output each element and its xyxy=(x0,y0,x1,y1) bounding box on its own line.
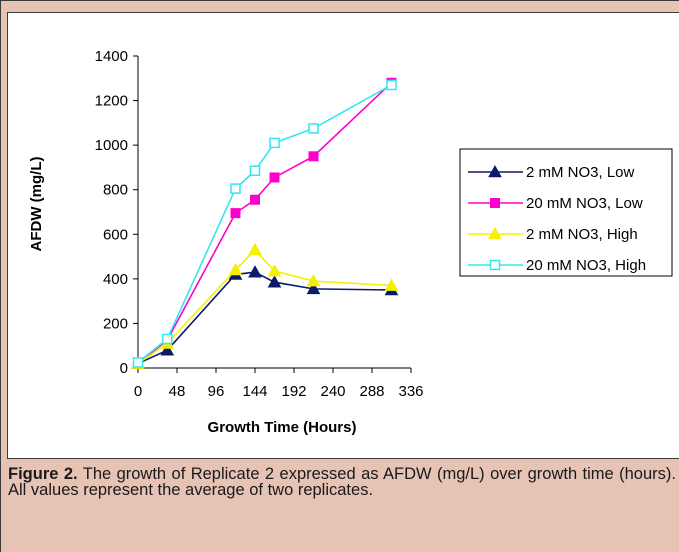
data-point xyxy=(267,264,282,277)
data-point xyxy=(308,151,319,162)
x-tick-label: 48 xyxy=(169,383,186,400)
x-tick-label: 336 xyxy=(398,383,423,400)
legend-entry: 2 mM NO3, Low xyxy=(468,164,635,181)
data-point xyxy=(308,123,319,134)
x-tick-label: 0 xyxy=(134,383,142,400)
legend-marker xyxy=(489,259,501,271)
legend-marker xyxy=(488,226,502,240)
data-point xyxy=(306,274,321,287)
series-3 xyxy=(131,242,399,369)
legend-label: 20 mM NO3, Low xyxy=(526,195,643,212)
legend-items: 2 mM NO3, Low 20 mM NO3, Low 2 mM NO3, Hig… xyxy=(468,164,646,274)
figure-caption: Figure 2. The growth of Replicate 2 expr… xyxy=(8,465,676,499)
y-axis-title: AFDW (mg/L) xyxy=(28,157,45,252)
x-tick-label: 288 xyxy=(359,383,384,400)
x-tick-label: 144 xyxy=(242,383,267,400)
legend-marker xyxy=(488,164,502,178)
data-point xyxy=(250,194,260,205)
series-line xyxy=(137,84,392,364)
chart-area: 0 200 400 600 800 1000 1200 1400 0 48 96 144 192 240 2… xyxy=(7,12,679,459)
data-point xyxy=(386,79,397,91)
series-line xyxy=(137,248,392,365)
y-tick-label: 200 xyxy=(103,315,128,332)
tick-labels: 0 200 400 600 800 1000 1200 1400 0 48 96 144 192 240 2… xyxy=(95,48,424,400)
data-point xyxy=(384,278,399,291)
y-tick-label: 1000 xyxy=(95,137,128,154)
data-point xyxy=(306,281,321,295)
y-tick-label: 600 xyxy=(103,226,128,243)
legend: 2 mM NO3, Low 20 mM NO3, Low 2 mM NO3, Hig… xyxy=(459,148,673,277)
axes xyxy=(133,55,412,373)
series-layer xyxy=(131,77,399,369)
legend-label: 2 mM NO3, Low xyxy=(526,164,635,181)
y-tick-label: 800 xyxy=(103,182,128,199)
y-tick-label: 1200 xyxy=(95,93,128,110)
legend-label: 2 mM NO3, High xyxy=(526,226,638,243)
data-point xyxy=(230,183,241,194)
data-point xyxy=(230,208,241,219)
x-tick-label: 240 xyxy=(320,383,345,400)
y-tick-label: 1400 xyxy=(95,48,128,65)
legend-label: 20 mM NO3, High xyxy=(526,257,646,274)
data-point xyxy=(162,333,173,345)
data-point xyxy=(228,262,243,276)
series-2 xyxy=(133,77,397,369)
legend-entry: 2 mM NO3, High xyxy=(468,226,638,243)
legend-entry: 20 mM NO3, High xyxy=(468,257,646,274)
caption-text: The growth of Replicate 2 expressed as A… xyxy=(8,465,676,499)
data-point xyxy=(267,275,282,288)
y-tick-label: 400 xyxy=(103,271,128,288)
data-point xyxy=(160,343,175,356)
data-point xyxy=(248,242,262,256)
y-tick-label: 0 xyxy=(120,360,128,377)
line-chart: 0 200 400 600 800 1000 1200 1400 0 48 96 144 192 240 2… xyxy=(28,48,673,436)
data-point xyxy=(269,172,280,183)
legend-entry: 20 mM NO3, Low xyxy=(468,195,643,212)
data-point xyxy=(269,137,280,149)
data-point xyxy=(132,357,144,368)
data-point xyxy=(248,265,262,278)
x-axis-title: Growth Time (Hours) xyxy=(208,419,357,436)
series-1 xyxy=(131,265,399,369)
caption-label: Figure 2. xyxy=(8,465,78,483)
data-point xyxy=(249,165,261,177)
legend-marker xyxy=(490,198,500,208)
x-tick-label: 192 xyxy=(281,383,306,400)
x-tick-label: 96 xyxy=(208,383,225,400)
series-4 xyxy=(132,79,397,368)
